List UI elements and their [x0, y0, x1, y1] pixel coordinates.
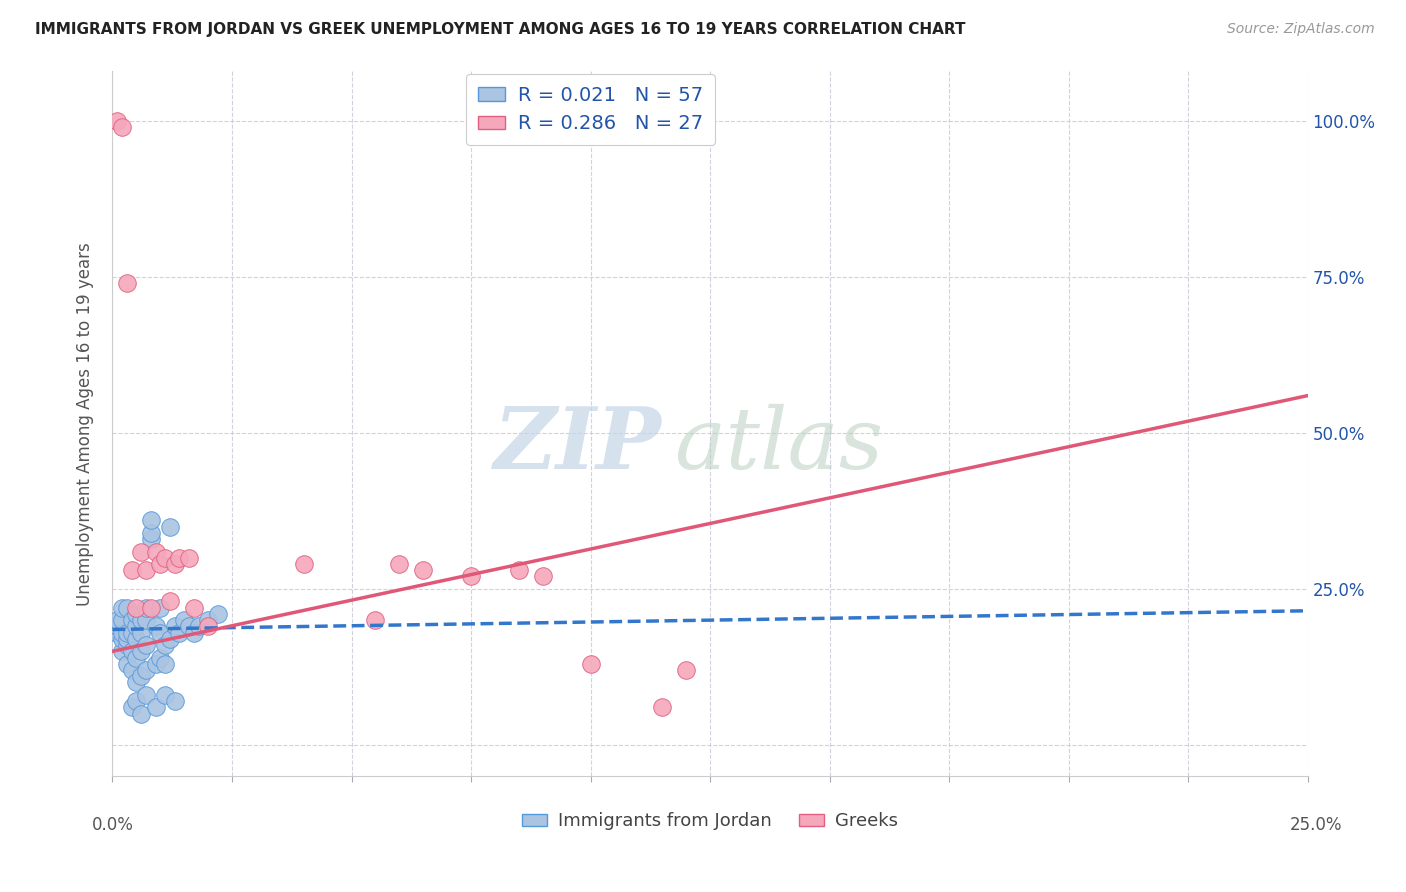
Point	[115, 632, 138, 646]
Point	[149, 650, 172, 665]
Point	[675, 663, 697, 677]
Point	[129, 706, 152, 721]
Point	[183, 625, 205, 640]
Point	[145, 619, 167, 633]
Point	[111, 613, 134, 627]
Point	[159, 594, 181, 608]
Point	[145, 657, 167, 671]
Point	[388, 557, 411, 571]
Point	[412, 563, 434, 577]
Point	[115, 600, 138, 615]
Point	[149, 600, 172, 615]
Point	[531, 569, 554, 583]
Point	[125, 607, 148, 621]
Point	[159, 632, 181, 646]
Point	[121, 563, 143, 577]
Point	[111, 632, 134, 646]
Point	[125, 675, 148, 690]
Y-axis label: Unemployment Among Ages 16 to 19 years: Unemployment Among Ages 16 to 19 years	[76, 242, 94, 606]
Point	[111, 120, 134, 135]
Point	[121, 663, 143, 677]
Point	[139, 513, 162, 527]
Point	[129, 669, 152, 683]
Point	[364, 613, 387, 627]
Point	[173, 613, 195, 627]
Text: 25.0%: 25.0%	[1291, 815, 1343, 833]
Point	[197, 619, 219, 633]
Point	[153, 688, 176, 702]
Point	[135, 600, 157, 615]
Point	[135, 638, 157, 652]
Point	[111, 600, 134, 615]
Point	[135, 688, 157, 702]
Point	[579, 657, 602, 671]
Point	[125, 600, 148, 615]
Point	[135, 563, 157, 577]
Point	[145, 544, 167, 558]
Point	[163, 619, 186, 633]
Point	[177, 619, 200, 633]
Point	[149, 625, 172, 640]
Point	[651, 700, 673, 714]
Point	[105, 114, 128, 128]
Point	[125, 650, 148, 665]
Text: Source: ZipAtlas.com: Source: ZipAtlas.com	[1227, 22, 1375, 37]
Point	[129, 644, 152, 658]
Point	[139, 600, 162, 615]
Point	[135, 613, 157, 627]
Point	[115, 638, 138, 652]
Point	[139, 532, 162, 546]
Point	[115, 625, 138, 640]
Text: 0.0%: 0.0%	[91, 815, 134, 833]
Point	[105, 619, 128, 633]
Point	[111, 644, 134, 658]
Point	[121, 644, 143, 658]
Point	[292, 557, 315, 571]
Point	[115, 277, 138, 291]
Point	[197, 613, 219, 627]
Point	[121, 625, 143, 640]
Text: IMMIGRANTS FROM JORDAN VS GREEK UNEMPLOYMENT AMONG AGES 16 TO 19 YEARS CORRELATI: IMMIGRANTS FROM JORDAN VS GREEK UNEMPLOY…	[35, 22, 966, 37]
Point	[139, 525, 162, 540]
Point	[105, 625, 128, 640]
Point	[129, 613, 152, 627]
Text: ZIP: ZIP	[495, 403, 662, 487]
Point	[508, 563, 530, 577]
Point	[149, 557, 172, 571]
Point	[183, 600, 205, 615]
Text: atlas: atlas	[675, 403, 883, 486]
Point	[177, 550, 200, 565]
Point	[169, 625, 191, 640]
Point	[145, 700, 167, 714]
Point	[187, 619, 209, 633]
Point	[169, 550, 191, 565]
Point	[159, 519, 181, 533]
Point	[135, 663, 157, 677]
Point	[121, 613, 143, 627]
Point	[125, 632, 148, 646]
Legend: Immigrants from Jordan, Greeks: Immigrants from Jordan, Greeks	[515, 805, 905, 838]
Point	[115, 657, 138, 671]
Point	[207, 607, 229, 621]
Point	[153, 638, 176, 652]
Point	[111, 625, 134, 640]
Point	[129, 544, 152, 558]
Point	[153, 550, 176, 565]
Point	[163, 694, 186, 708]
Point	[129, 625, 152, 640]
Point	[460, 569, 482, 583]
Point	[125, 619, 148, 633]
Point	[105, 613, 128, 627]
Point	[153, 657, 176, 671]
Point	[121, 700, 143, 714]
Point	[125, 694, 148, 708]
Point	[163, 557, 186, 571]
